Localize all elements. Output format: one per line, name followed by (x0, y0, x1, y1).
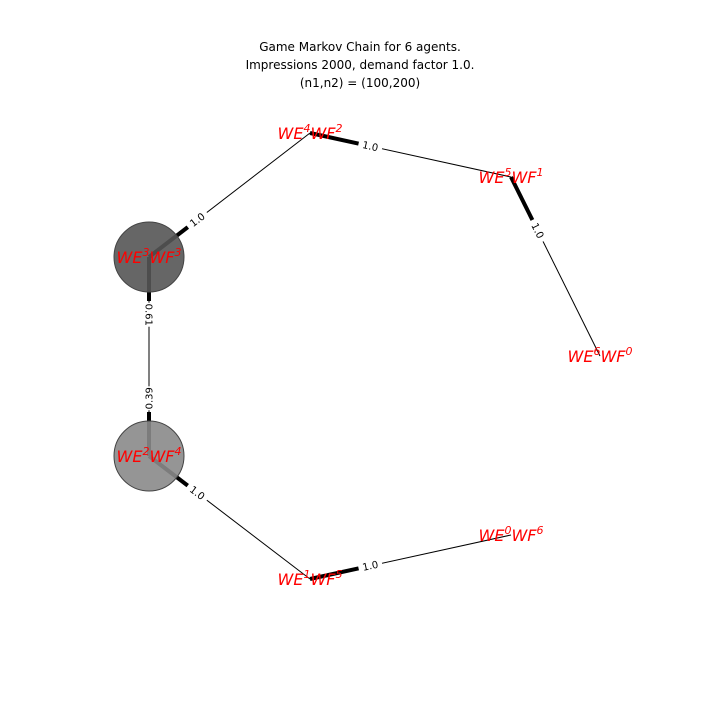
node-label-n42: WE4WF2 (278, 122, 343, 143)
edge-label-group: 0.39 (142, 386, 156, 411)
node-circle-n33 (113, 221, 185, 293)
edge-label-bg (526, 216, 550, 245)
edge-n51-n60 (509, 176, 601, 357)
node-label-n33: WE3WF3 (117, 246, 182, 267)
edge-label-bg (183, 206, 212, 233)
edge-label-group: 1.0 (357, 556, 384, 576)
node-circle-n24 (113, 420, 185, 492)
edge-label-bg (142, 302, 156, 327)
title-line-3: (n1,n2) = (100,200) (299, 76, 421, 90)
edge-arrow (309, 566, 360, 581)
edge-label: 1.0 (361, 140, 379, 154)
edge-arrow (509, 176, 536, 223)
labels-layer: 1.01.01.00.610.391.01.0WE4WF2WE5WF1WE6WF… (117, 122, 633, 589)
node-label-n15: WE1WF5 (278, 568, 343, 589)
edge-n42-n51 (309, 131, 512, 178)
edge-label-group: 1.0 (357, 136, 384, 156)
edge-label-bg (183, 480, 212, 506)
edge-label-bg (142, 386, 156, 411)
node-label-n24: WE2WF4 (117, 445, 182, 466)
nodes-layer (113, 221, 185, 492)
edge-label: 0.61 (143, 304, 154, 326)
edge-label-bg (357, 556, 384, 576)
edge-label-bg (357, 136, 384, 156)
edge-arrow (309, 131, 360, 146)
edge-n15-n06 (309, 534, 512, 581)
title-line-1: Game Markov Chain for 6 agents. (259, 40, 461, 54)
edges-layer (147, 131, 601, 581)
node-label-n60: WE6WF0 (568, 345, 633, 366)
edge-label: 1.0 (362, 560, 380, 574)
chart-title: Game Markov Chain for 6 agents. Impressi… (0, 38, 720, 92)
edge-label-group: 0.61 (142, 302, 156, 327)
edge-label: 0.39 (145, 387, 156, 409)
node-label-n06: WE0WF6 (479, 524, 544, 545)
title-line-2: Impressions 2000, demand factor 1.0. (245, 58, 475, 72)
node-label-n51: WE5WF1 (479, 166, 544, 187)
edge-label-group: 1.0 (526, 216, 550, 245)
